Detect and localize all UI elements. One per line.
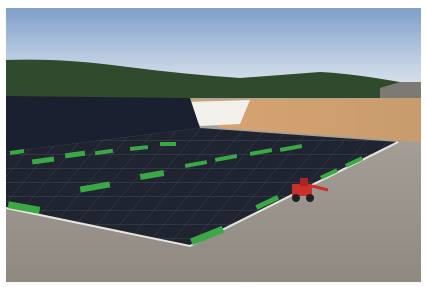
scene [6, 8, 421, 282]
photo [0, 0, 427, 287]
page [0, 0, 427, 287]
